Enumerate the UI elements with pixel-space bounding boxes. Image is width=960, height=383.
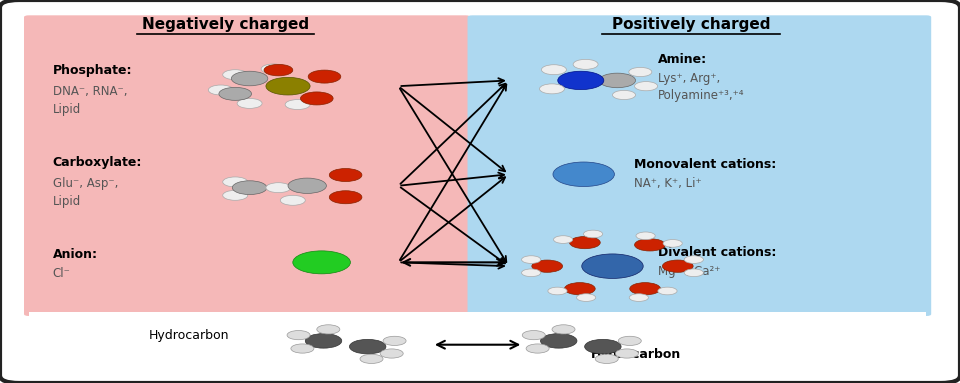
Text: Divalent cations:: Divalent cations: [658, 246, 776, 259]
Text: Carboxylate:: Carboxylate: [53, 156, 142, 169]
Circle shape [349, 339, 386, 354]
Circle shape [577, 294, 596, 301]
Text: Negatively charged: Negatively charged [142, 17, 309, 33]
Circle shape [554, 236, 573, 243]
Text: Phosphate:: Phosphate: [53, 64, 132, 77]
Text: NA⁺, K⁺, Li⁺: NA⁺, K⁺, Li⁺ [634, 177, 701, 190]
Text: Hydrocarbon: Hydrocarbon [149, 329, 229, 342]
FancyBboxPatch shape [24, 15, 470, 316]
Circle shape [629, 294, 648, 301]
Circle shape [223, 190, 248, 200]
Circle shape [223, 70, 248, 80]
Circle shape [573, 59, 598, 69]
Circle shape [329, 191, 362, 204]
Circle shape [317, 325, 340, 334]
Text: Cl⁻: Cl⁻ [53, 267, 71, 280]
Circle shape [522, 331, 545, 340]
Circle shape [663, 239, 683, 247]
Circle shape [548, 287, 567, 295]
Text: Hydrocarbon: Hydrocarbon [590, 348, 681, 361]
Text: DNA⁻, RNA⁻,: DNA⁻, RNA⁻, [53, 85, 128, 98]
Text: Glu⁻, Asp⁻,: Glu⁻, Asp⁻, [53, 177, 118, 190]
Circle shape [553, 162, 614, 187]
Circle shape [231, 71, 268, 86]
Circle shape [308, 70, 341, 83]
Circle shape [305, 334, 342, 348]
Text: Anion:: Anion: [53, 248, 98, 261]
Text: Lipid: Lipid [53, 103, 81, 116]
Bar [29, 312, 926, 372]
Text: Monovalent cations:: Monovalent cations: [634, 158, 776, 171]
Circle shape [658, 287, 677, 295]
Circle shape [237, 98, 262, 108]
Circle shape [540, 84, 564, 94]
Text: Amine:: Amine: [658, 53, 707, 66]
Circle shape [360, 354, 383, 363]
Circle shape [662, 260, 693, 272]
Circle shape [329, 169, 362, 182]
Circle shape [293, 251, 350, 274]
Circle shape [285, 100, 310, 110]
Circle shape [287, 331, 310, 340]
FancyBboxPatch shape [468, 15, 931, 316]
Circle shape [569, 236, 600, 249]
Circle shape [618, 336, 641, 345]
Circle shape [300, 92, 333, 105]
Circle shape [541, 65, 566, 75]
Circle shape [521, 269, 540, 277]
Circle shape [223, 177, 248, 187]
Circle shape [635, 82, 658, 91]
Circle shape [266, 77, 310, 95]
Circle shape [208, 85, 233, 95]
Circle shape [684, 269, 704, 277]
Circle shape [266, 183, 291, 193]
Text: Polyamine⁺³,⁺⁴: Polyamine⁺³,⁺⁴ [658, 89, 744, 102]
Circle shape [540, 334, 577, 348]
Circle shape [629, 67, 652, 77]
Circle shape [595, 354, 618, 363]
Circle shape [558, 71, 604, 90]
Text: Lipid: Lipid [53, 195, 81, 208]
Circle shape [532, 260, 563, 272]
Circle shape [219, 87, 252, 100]
Circle shape [521, 256, 540, 264]
Circle shape [291, 344, 314, 353]
Circle shape [526, 344, 549, 353]
Circle shape [232, 181, 267, 195]
Text: Lys⁺, Arg⁺,: Lys⁺, Arg⁺, [658, 72, 720, 85]
Circle shape [582, 254, 643, 278]
Text: Positively charged: Positively charged [612, 17, 771, 33]
Circle shape [635, 239, 665, 251]
Circle shape [564, 283, 595, 295]
Circle shape [264, 64, 293, 76]
Circle shape [261, 64, 286, 74]
Circle shape [380, 349, 403, 358]
Text: Mg²⁺, Ca²⁺: Mg²⁺, Ca²⁺ [658, 265, 720, 278]
Circle shape [552, 325, 575, 334]
Circle shape [599, 73, 636, 88]
Circle shape [684, 256, 704, 264]
Circle shape [615, 349, 638, 358]
Circle shape [383, 336, 406, 345]
Circle shape [636, 232, 655, 240]
Circle shape [288, 178, 326, 193]
Circle shape [585, 339, 621, 354]
Circle shape [612, 90, 636, 100]
Circle shape [280, 195, 305, 205]
Circle shape [630, 283, 660, 295]
Circle shape [584, 230, 603, 238]
